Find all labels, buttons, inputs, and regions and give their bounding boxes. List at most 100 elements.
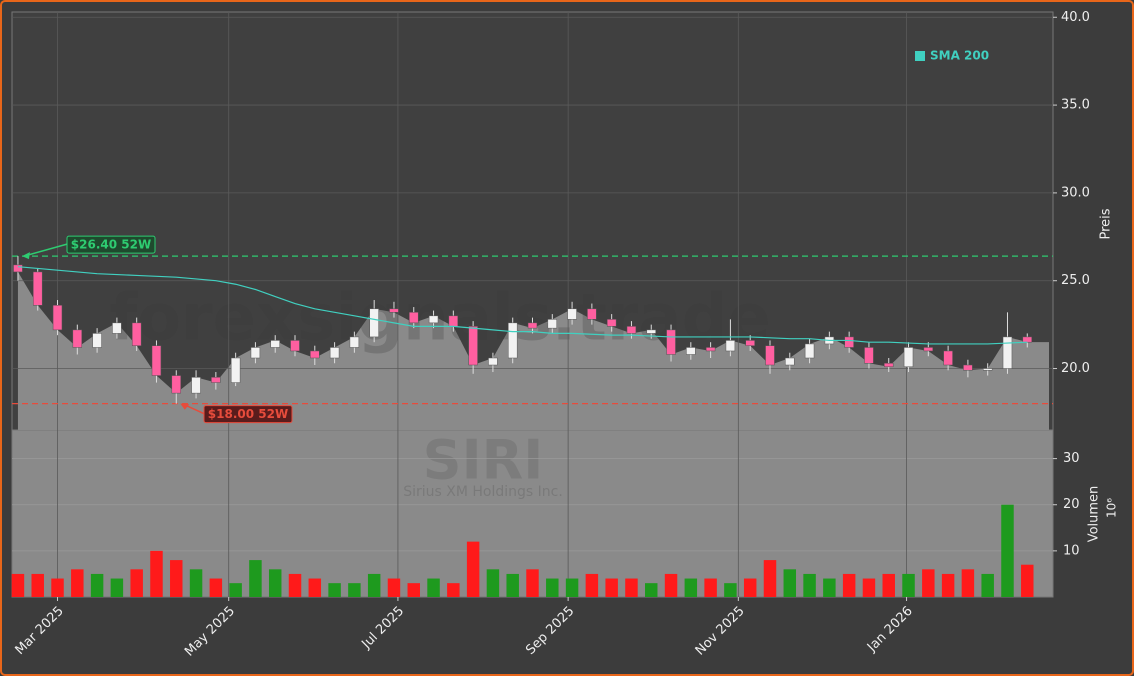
volume-bar (110, 578, 124, 597)
y2-tick-label: 10 (1063, 543, 1080, 558)
volume-bar (486, 569, 500, 597)
candle-body (72, 329, 83, 348)
legend-label: SMA 200 (930, 49, 989, 63)
candle-body (508, 322, 518, 359)
volume-bar (51, 578, 64, 597)
volume-bar (565, 578, 579, 597)
candle-body (409, 312, 419, 324)
volume-bar (546, 578, 559, 597)
candle-body (725, 340, 736, 352)
volume-bar (763, 560, 777, 597)
volume-bar (268, 569, 282, 597)
candle-body (1002, 336, 1013, 369)
volume-bar (407, 583, 420, 597)
candle-body (903, 347, 914, 368)
candle-body (171, 375, 181, 394)
candle-body (112, 322, 122, 334)
volume-bar (90, 573, 104, 597)
watermark: forexsignals.trade (109, 282, 771, 356)
volume-bar (209, 578, 223, 597)
candle-body (923, 347, 934, 352)
y-tick-label: 30.0 (1061, 185, 1090, 200)
volume-bar (189, 569, 203, 597)
candle-body (290, 340, 300, 352)
volume-bar (367, 573, 381, 597)
y2-multiplier: 10⁶ (1105, 498, 1119, 518)
candle-body (310, 350, 320, 359)
candle-body (785, 357, 795, 366)
arrow-head (180, 403, 190, 410)
candle-body (329, 347, 340, 359)
volume-bar (387, 578, 401, 597)
y2-tick-label: 20 (1063, 497, 1080, 512)
candle-body (369, 308, 379, 338)
candle-body (646, 329, 656, 334)
ticker-watermark: SIRI (423, 429, 544, 492)
volume-bar (427, 578, 440, 597)
volume-bar (704, 578, 717, 597)
volume-bar (882, 573, 895, 597)
candle-body (52, 305, 63, 331)
volume-bar (71, 569, 84, 597)
volume-bar (645, 583, 658, 597)
annotation-label: $26.40 52W (71, 238, 151, 252)
candle-body (804, 343, 815, 359)
volume-bar (1021, 564, 1034, 597)
candle-body (587, 308, 597, 320)
volume-bar (981, 573, 994, 597)
candle-body (705, 347, 716, 352)
candle-body (765, 345, 775, 366)
volume-bar (170, 560, 183, 597)
volume-bar (842, 573, 856, 597)
y2-tick-label: 30 (1063, 451, 1080, 466)
candle-body (666, 329, 676, 355)
volume-bar (605, 578, 618, 597)
candle-body (963, 364, 973, 371)
candle-body (33, 271, 43, 306)
volume-bar (684, 578, 698, 597)
candle-body (131, 322, 142, 346)
candle-body (191, 377, 201, 394)
annotation-arrow (23, 243, 68, 257)
candle-body (606, 319, 617, 327)
candle-body (982, 368, 993, 371)
y2-axis-label: Volumen (1087, 486, 1102, 543)
candle-body (250, 347, 261, 359)
volume-bar (664, 573, 678, 597)
price-area (17, 271, 1050, 430)
volume-bar (823, 578, 836, 597)
candle-body (844, 336, 854, 348)
candle-body (448, 315, 459, 327)
annotation-box (66, 235, 156, 254)
candle-body (428, 315, 439, 324)
candle-body (686, 347, 696, 355)
candle-body (626, 326, 637, 334)
y-tick-label: 20.0 (1061, 361, 1090, 376)
candle-body (527, 322, 538, 329)
volume-bar (11, 573, 25, 597)
volume-bar (803, 573, 816, 597)
candle-body (92, 333, 102, 348)
volume-bar (229, 583, 242, 597)
volume-bar (783, 569, 797, 597)
candle-body (151, 345, 162, 376)
volume-bar (288, 573, 302, 597)
candle-body (270, 340, 280, 348)
candle-body (349, 336, 360, 348)
arrow-head (21, 252, 30, 260)
annotation-box (203, 405, 293, 424)
volume-bar (922, 569, 935, 597)
candle-body (864, 347, 874, 364)
volume-bar (308, 578, 322, 597)
volume-bar (348, 583, 361, 597)
annotation-label: $18.00 52W (208, 407, 288, 421)
sma-line (17, 266, 1028, 345)
volume-bar (526, 569, 539, 597)
volume-bar (249, 560, 262, 597)
volume-bar (941, 573, 955, 597)
candle-body (745, 340, 755, 346)
volume-bar (328, 583, 341, 597)
y-axis-label: Preis (1099, 208, 1114, 239)
company-watermark: Sirius XM Holdings Inc. (403, 484, 563, 500)
